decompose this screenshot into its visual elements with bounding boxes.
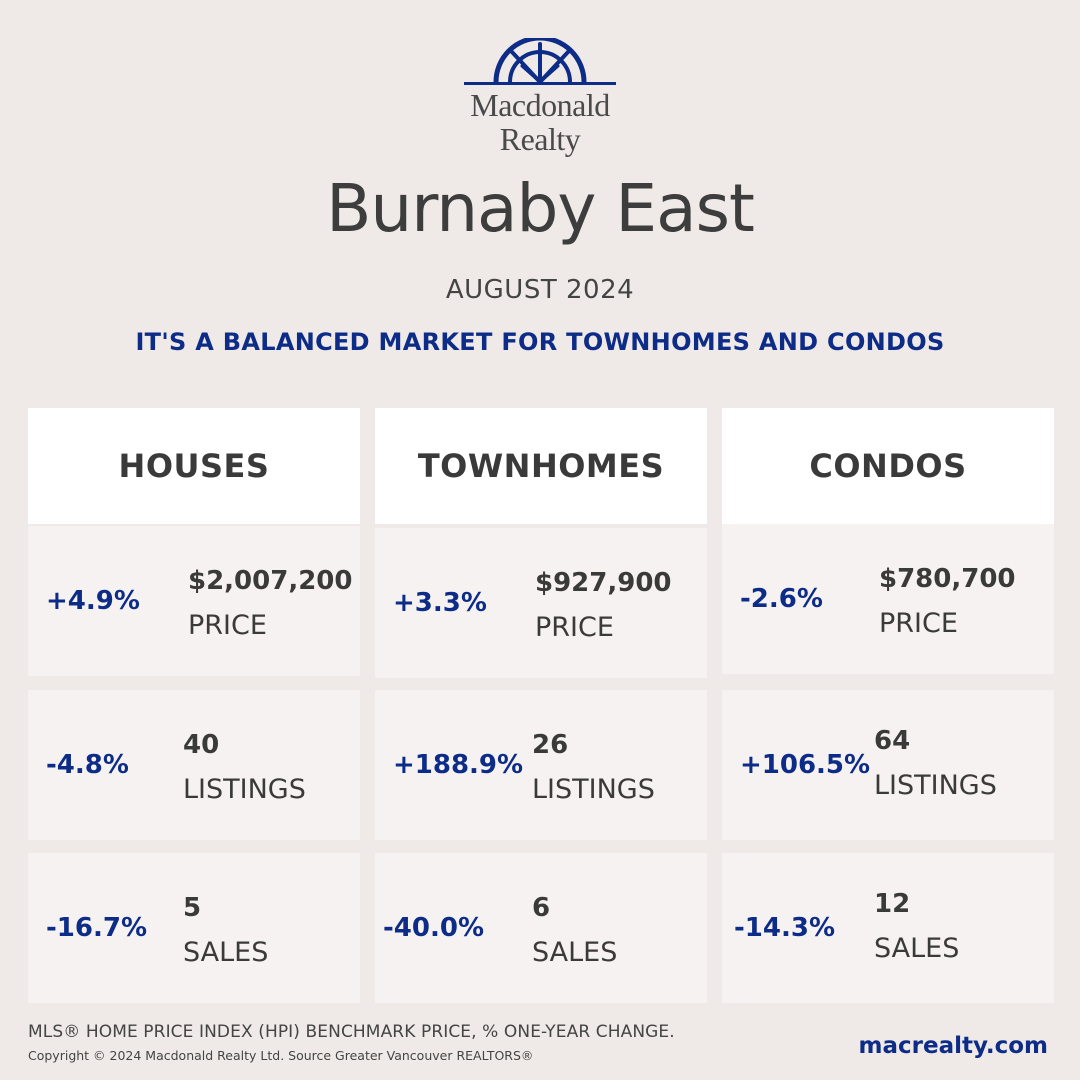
price-label: PRICE [535, 612, 614, 643]
sales-label: SALES [874, 933, 960, 964]
price-change: +4.9% [46, 586, 140, 616]
sales-card: -40.0% 6 SALES [375, 853, 707, 1003]
footer-copyright: Copyright © 2024 Macdonald Realty Ltd. S… [28, 1048, 534, 1063]
price-label: PRICE [879, 608, 958, 639]
report-month: AUGUST 2024 [445, 275, 635, 305]
listings-change: +106.5% [740, 750, 871, 780]
listings-value: 64 [874, 726, 911, 756]
brand-name-line1: Macdonald [470, 87, 610, 123]
sales-card: -14.3% 12 SALES [722, 853, 1054, 1003]
listings-value: 26 [532, 730, 569, 760]
sales-change: -40.0% [383, 913, 484, 943]
price-card: +3.3% $927,900 PRICE [375, 528, 707, 678]
sales-label: SALES [183, 937, 269, 968]
sales-card: -16.7% 5 SALES [28, 853, 360, 1003]
listings-label: LISTINGS [532, 774, 655, 805]
price-change: -2.6% [740, 584, 823, 614]
column-header: HOUSES [28, 408, 360, 524]
sales-change: -14.3% [734, 913, 835, 943]
column-header: CONDOS [722, 408, 1054, 524]
listings-card: -4.8% 40 LISTINGS [28, 690, 360, 840]
column-condos: CONDOS -2.6% $780,700 PRICE +106.5% 64 L… [722, 408, 1054, 1003]
price-card: -2.6% $780,700 PRICE [722, 524, 1054, 674]
market-headline: IT'S A BALANCED MARKET FOR TOWNHOMES AND… [135, 328, 945, 356]
column-houses: HOUSES +4.9% $2,007,200 PRICE -4.8% 40 L… [28, 408, 360, 1003]
sales-value: 6 [532, 893, 551, 923]
column-townhomes: TOWNHOMES +3.3% $927,900 PRICE +188.9% 2… [375, 408, 707, 1003]
listings-change: -4.8% [46, 750, 129, 780]
price-label: PRICE [188, 610, 267, 641]
page-title: Burnaby East [326, 170, 755, 247]
website-link[interactable]: macrealty.com [858, 1033, 1048, 1059]
listings-label: LISTINGS [874, 770, 997, 801]
sunburst-arch-logo-icon [464, 38, 616, 85]
listings-change: +188.9% [393, 750, 524, 780]
sales-value: 12 [874, 889, 911, 919]
listings-card: +106.5% 64 LISTINGS [722, 690, 1054, 840]
brand-name-line2: Realty [499, 121, 581, 157]
brand-logo: Macdonald Realty [0, 38, 1080, 156]
price-value: $927,900 [535, 568, 672, 598]
listings-label: LISTINGS [183, 774, 306, 805]
listings-card: +188.9% 26 LISTINGS [375, 690, 707, 840]
price-card: +4.9% $2,007,200 PRICE [28, 526, 360, 676]
footer-note: MLS® HOME PRICE INDEX (HPI) BENCHMARK PR… [28, 1022, 675, 1042]
price-value: $2,007,200 [188, 566, 353, 596]
sales-change: -16.7% [46, 913, 147, 943]
listings-value: 40 [183, 730, 220, 760]
sales-value: 5 [183, 893, 202, 923]
column-header: TOWNHOMES [375, 408, 707, 524]
sales-label: SALES [532, 937, 618, 968]
price-change: +3.3% [393, 588, 487, 618]
price-value: $780,700 [879, 564, 1016, 594]
